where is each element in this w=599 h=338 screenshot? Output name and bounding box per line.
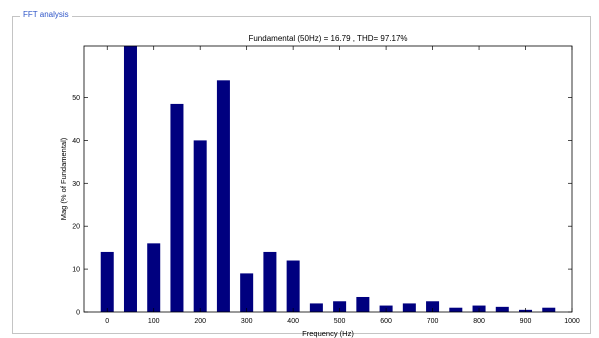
x-tick-label: 300 — [241, 318, 253, 325]
y-tick-label: 40 — [72, 138, 80, 145]
x-tick-label: 700 — [427, 318, 439, 325]
x-axis-label: Frequency (Hz) — [302, 329, 354, 338]
bar-150hz — [170, 104, 183, 312]
bar-550hz — [356, 297, 369, 312]
x-tick-label: 200 — [194, 318, 206, 325]
x-tick-label: 100 — [148, 318, 160, 325]
bar-250hz — [217, 80, 230, 312]
x-tick-label: 800 — [473, 318, 485, 325]
bar-350hz — [263, 252, 276, 312]
y-tick-label: 30 — [72, 181, 80, 188]
x-tick-label: 600 — [380, 318, 392, 325]
bar-650hz — [403, 303, 416, 312]
bar-200hz — [194, 140, 207, 312]
bar-750hz — [449, 308, 462, 312]
bar-0hz — [101, 252, 114, 312]
y-tick-label: 10 — [72, 267, 80, 274]
bar-400hz — [287, 261, 300, 312]
bar-50hz — [124, 46, 137, 312]
bar-450hz — [310, 303, 323, 312]
bar-950hz — [542, 308, 555, 312]
y-axis-label: Mag (% of Fundamental) — [59, 137, 68, 220]
bar-300hz — [240, 273, 253, 312]
x-tick-label: 1000 — [564, 318, 580, 325]
y-tick-label: 0 — [76, 310, 80, 317]
bar-850hz — [496, 307, 509, 312]
bar-100hz — [147, 243, 160, 312]
x-tick-label: 900 — [520, 318, 532, 325]
y-tick-label: 50 — [72, 95, 80, 102]
x-tick-label: 500 — [334, 318, 346, 325]
x-tick-label: 0 — [105, 318, 109, 325]
chart-title: Fundamental (50Hz) = 16.79 , THD= 97.17% — [248, 34, 407, 43]
x-tick-label: 400 — [287, 318, 299, 325]
y-tick-label: 20 — [72, 224, 80, 231]
